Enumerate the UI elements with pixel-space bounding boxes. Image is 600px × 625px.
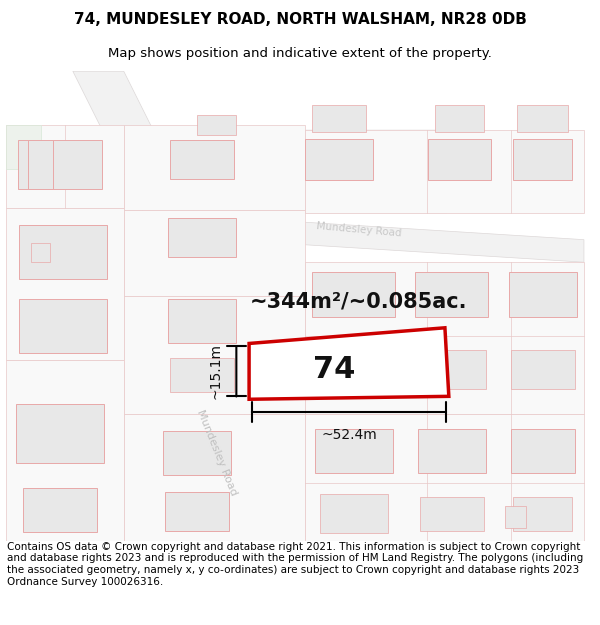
Polygon shape: [428, 139, 491, 180]
Polygon shape: [505, 506, 526, 528]
Polygon shape: [28, 140, 53, 189]
Polygon shape: [514, 139, 572, 180]
Text: Map shows position and indicative extent of the property.: Map shows position and indicative extent…: [108, 47, 492, 60]
Polygon shape: [73, 71, 359, 541]
Polygon shape: [23, 488, 97, 532]
Polygon shape: [19, 299, 107, 352]
Polygon shape: [19, 226, 107, 279]
Polygon shape: [6, 125, 41, 169]
Text: 74: 74: [313, 356, 355, 384]
Polygon shape: [514, 497, 572, 531]
Polygon shape: [418, 429, 486, 473]
Text: 74, MUNDESLEY ROAD, NORTH WALSHAM, NR28 0DB: 74, MUNDESLEY ROAD, NORTH WALSHAM, NR28 …: [74, 12, 526, 28]
Polygon shape: [6, 360, 124, 541]
Polygon shape: [418, 350, 486, 389]
Polygon shape: [31, 242, 50, 262]
Polygon shape: [420, 497, 484, 531]
Polygon shape: [124, 210, 305, 296]
Polygon shape: [163, 431, 232, 475]
Polygon shape: [6, 208, 124, 360]
Polygon shape: [170, 357, 234, 392]
Polygon shape: [168, 218, 236, 258]
Polygon shape: [415, 272, 488, 316]
Polygon shape: [511, 429, 575, 473]
Polygon shape: [511, 350, 575, 389]
Polygon shape: [312, 272, 395, 316]
Polygon shape: [305, 414, 584, 541]
Polygon shape: [320, 494, 388, 533]
Polygon shape: [314, 429, 393, 473]
Polygon shape: [16, 404, 104, 463]
Polygon shape: [249, 328, 449, 399]
Polygon shape: [509, 272, 577, 316]
Polygon shape: [124, 296, 305, 414]
Polygon shape: [114, 210, 584, 262]
Text: Mundesley Road: Mundesley Road: [195, 409, 239, 498]
Text: ~52.4m: ~52.4m: [321, 428, 377, 442]
Polygon shape: [305, 262, 584, 414]
Polygon shape: [170, 140, 234, 179]
Polygon shape: [19, 140, 102, 189]
Polygon shape: [305, 130, 584, 213]
Polygon shape: [124, 125, 305, 210]
Polygon shape: [305, 130, 447, 213]
Polygon shape: [435, 104, 484, 132]
Polygon shape: [168, 299, 236, 343]
Polygon shape: [124, 414, 305, 541]
Polygon shape: [6, 125, 124, 208]
Text: ~344m²/~0.085ac.: ~344m²/~0.085ac.: [250, 291, 467, 311]
Polygon shape: [166, 492, 229, 531]
Text: ~15.1m: ~15.1m: [209, 343, 223, 399]
Polygon shape: [517, 104, 568, 132]
Text: Mundesley Road: Mundesley Road: [316, 221, 402, 239]
Polygon shape: [197, 115, 236, 135]
Text: Contains OS data © Crown copyright and database right 2021. This information is : Contains OS data © Crown copyright and d…: [7, 542, 583, 587]
Polygon shape: [305, 139, 373, 180]
Polygon shape: [312, 104, 366, 132]
Polygon shape: [314, 350, 393, 389]
